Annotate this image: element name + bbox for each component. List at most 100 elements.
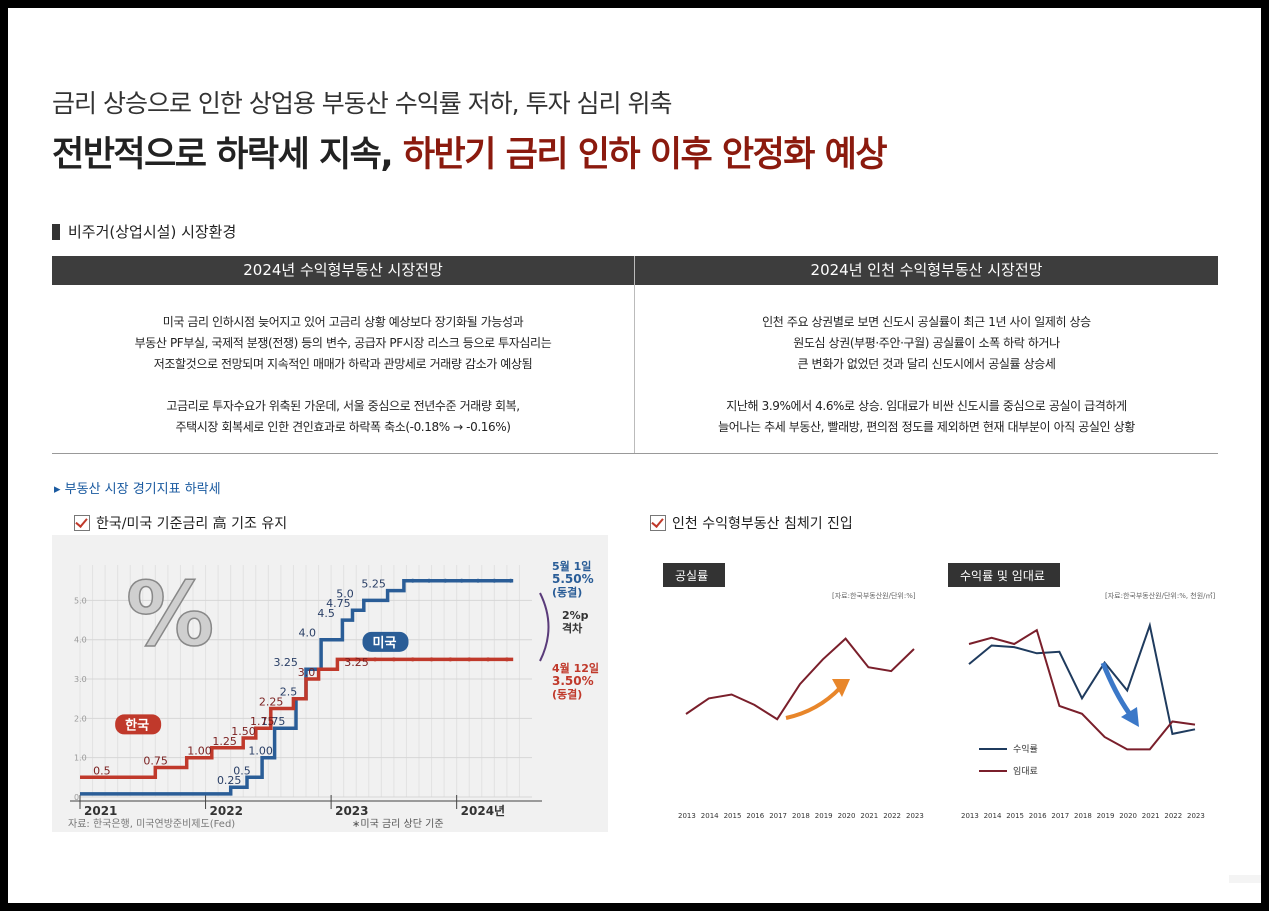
legend-label: 수익률 [1013,743,1038,755]
left-p1-line: 저조할것으로 전망되며 지속적인 매매가 하락과 관망세로 거래량 감소가 예상… [153,357,533,371]
page: 금리 상승으로 인한 상업용 부동산 수익률 저하, 투자 심리 위축 전반적으… [8,8,1261,903]
us-dot [443,578,448,583]
gap-annotation: 격차 [562,621,583,635]
yield-rent-chart: 수익률 및 임대료 [자료:한국부동산원/단위:%, 천원/㎡] 2013 2014 2… [943,553,1223,823]
vacancy-chart-svg: 공실률 [자료:한국부동산원/단위:%] 2013 2014 2015 2016 2017 2… [663,563,924,820]
kr-dot [410,657,415,662]
x-tick-label: 2018 [792,812,810,820]
gap-annotation: 2%p [562,609,589,622]
kr-dot [504,657,509,662]
chart-title: 공실률 [675,569,708,583]
x-tick-label: 2023 [1187,812,1205,820]
y-tick-label: 2.0 [74,714,87,723]
us-annotation: 5.50% [552,572,594,586]
trend-arrow [1100,662,1132,715]
gap-bracket [539,592,550,662]
kr-dot [486,657,491,662]
x-tick-label: 2021 [1142,812,1160,820]
subsection-title: ▸ 부동산 시장 경기지표 하락세 [54,482,221,497]
x-tick-label: 2022 [1164,812,1182,820]
kr-dot [391,657,396,662]
series-line-한국 [80,657,514,780]
kr-badge [115,714,162,735]
x-tick-label: 2020 [838,812,856,820]
corner-decoration [1229,875,1261,883]
yield-rent-chart-svg: 수익률 및 임대료 [자료:한국부동산원/단위:%, 천원/㎡] 2013 2014 2… [948,563,1216,820]
us-step-label: 0.5 [233,764,251,777]
x-tick-label: 2023 [906,812,924,820]
us-step-label: 5.25 [361,578,386,591]
kr-step-label: 1.75 [250,715,274,728]
kr-step-label: 2.25 [259,696,284,709]
chart-source: [자료:한국부동산원/단위:%, 천원/㎡] [1105,591,1216,600]
us-step-label: 1.00 [248,745,272,758]
us-annotation: 5월 1일 [552,559,591,573]
source-label: 자료: 한국은행, 미국연방준비제도(Fed) [68,818,235,830]
y-tick-label: 4.0 [74,636,87,645]
kr-step-label: 1.50 [231,725,256,738]
title-tab [663,563,725,587]
bookmark-icon [52,224,60,240]
section-title-text: 비주거(상업시설) 시장환경 [68,223,237,241]
caption-right: 인천 수익형부동산 침체기 진입 [650,513,853,533]
kr-annotation: 4월 12일 [552,661,599,675]
rate-chart: 0 1.0 2.0 3.0 4.0 5.0% 2021 2022 2023 2024년 0.25 0.… [52,535,608,832]
left-paragraph-2: 고금리로 투자수요가 위축된 가운데, 서울 중심으로 전년수준 거래량 회복,… [52,396,634,438]
y-tick-label: 0 [74,793,79,802]
x-tick-label: 2014 [701,812,719,820]
left-paragraph-1: 미국 금리 인하시점 늦어지고 있어 고금리 상황 예상보다 장기화될 가능성과… [52,312,634,375]
right-p2-line: 늘어나는 추세 부동산, 빨래방, 편의점 정도를 제외하면 현재 대부분이 아… [718,420,1135,434]
x-tick-label: 2015 [724,812,742,820]
x-tick-label: 2018 [1074,812,1092,820]
kr-step-label: 3.25 [344,656,369,669]
headline-main-red: 하반기 금리 인하 이후 안정화 예상 [402,135,888,175]
title-tab [948,563,1060,587]
chart-title: 수익률 및 임대료 [960,569,1045,583]
us-step-label: 2.5 [280,686,298,699]
left-p2-line: 주택시장 회복세로 인한 견인효과로 하락폭 축소(-0.18% → -0.16… [175,420,511,434]
us-dot [410,578,415,583]
x-tick-label: 2019 [1097,812,1115,820]
chart-source: [자료:한국부동산원/단위:%] [832,591,916,600]
vacancy-chart: 공실률 [자료:한국부동산원/단위:%] 2013 2014 2015 2016 2017 2… [658,553,928,823]
series-line-미국 [80,578,514,796]
caption-left-text: 한국/미국 기준금리 高 기조 유지 [96,516,288,532]
rate-chart-svg: 01.02.03.04.05.0 %2021 2022 2023 2024년0.250.… [52,535,608,832]
x-tick-label: 2015 [1006,812,1024,820]
kr-dot [467,657,472,662]
left-p1-line: 부동산 PF부실, 국제적 분쟁(전쟁) 등의 변수, 공급자 PF시장 리스크… [134,336,552,350]
right-p1-line: 큰 변화가 없었던 것과 달리 신도시에서 공실률 상승세 [797,357,1056,371]
caption-left: 한국/미국 기준금리 高 기조 유지 [74,513,287,533]
kr-badge-label: 한국 [125,717,149,733]
kr-step-label: 3.0 [298,666,316,679]
us-step-label: 4.0 [299,627,317,640]
kr-dot [429,657,434,662]
checkbox-icon [650,515,666,531]
checkbox-icon [74,515,90,531]
left-p1-line: 미국 금리 인하시점 늦어지고 있어 고금리 상황 예상보다 장기화될 가능성과 [162,315,524,329]
y-tick-label: 3.0 [74,675,87,684]
x-tick-label: 2021 [860,812,878,820]
x-tick-label: 2024년 [461,804,505,818]
us-badge-label: 미국 [373,635,397,651]
x-tick-label: 2023 [335,804,368,818]
table-cell-left: 미국 금리 인하시점 늦어지고 있어 고금리 상황 예상보다 장기화될 가능성과… [52,285,634,453]
us-step-label: 4.5 [317,607,335,620]
left-p2-line: 고금리로 투자수요가 위축된 가운데, 서울 중심으로 전년수준 거래량 회복, [166,399,520,413]
us-dot [508,578,513,583]
x-tick-label: 2016 [746,812,764,820]
percent-symbol: % [126,563,214,666]
us-step-label: 4.75 [326,597,351,610]
us-step-label: 3.25 [273,656,298,669]
us-step-label: 1.75 [261,715,286,728]
series-line-임대료 [968,628,1196,751]
trend-arrow [785,686,842,720]
series-line-수익률 [968,621,1196,736]
us-dot [459,578,464,583]
us-dot [476,578,481,583]
note-label: ∗미국 금리 상단 기준 [352,818,444,830]
series-line-공실률 [685,637,915,721]
kr-step-label: 1.25 [212,735,237,748]
kr-step-label: 0.5 [93,764,111,777]
x-tick-label: 2013 [961,812,979,820]
